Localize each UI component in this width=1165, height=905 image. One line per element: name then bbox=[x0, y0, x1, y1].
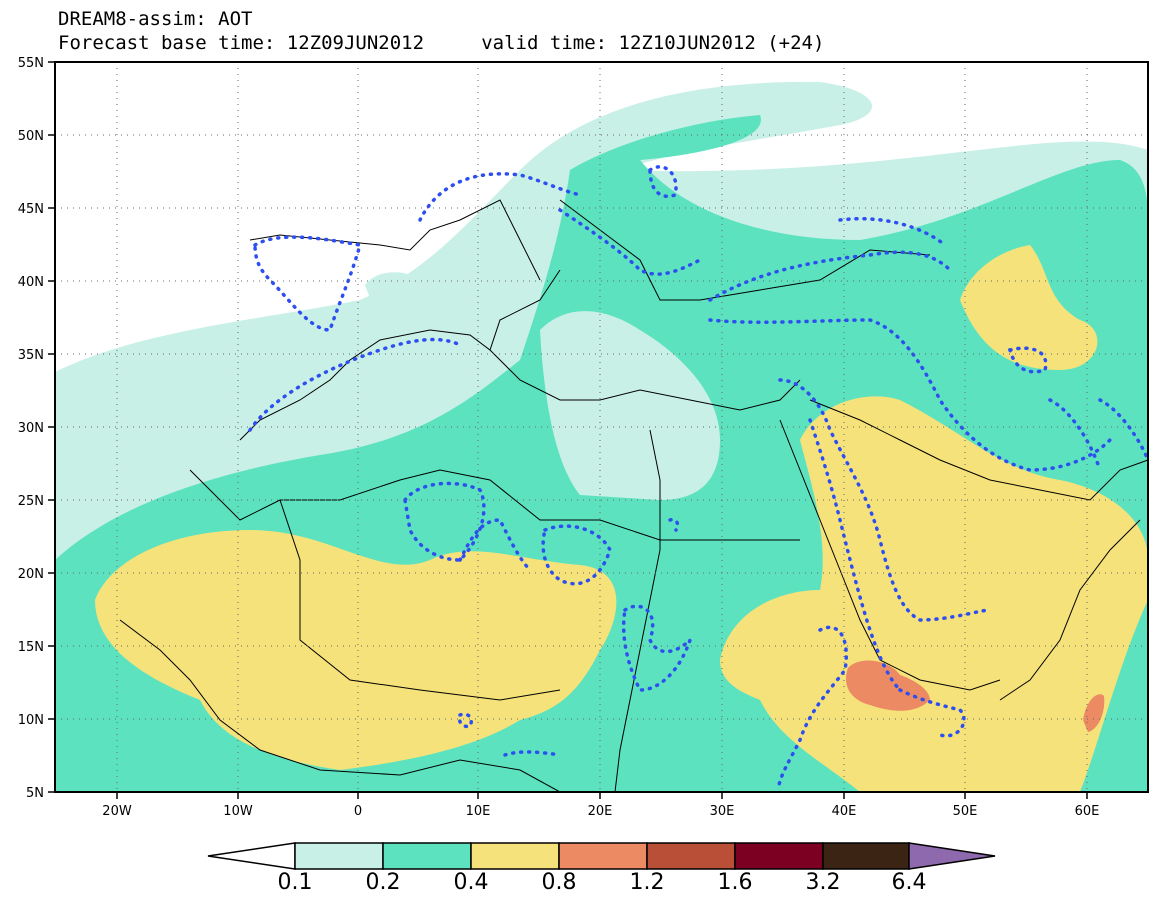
colorbar-label: 3.2 bbox=[805, 870, 841, 895]
aot-field-mid-clear bbox=[540, 311, 720, 500]
lon-label: 50E bbox=[953, 804, 978, 819]
lat-label: 35N bbox=[18, 348, 44, 363]
colorbar-arrow-high bbox=[908, 842, 996, 870]
colorbar-arrow-low bbox=[207, 842, 296, 870]
lat-label: 30N bbox=[18, 421, 44, 436]
lat-label: 40N bbox=[18, 275, 44, 290]
lon-label: 20E bbox=[588, 804, 613, 819]
colorbar-label: 1.6 bbox=[717, 870, 753, 895]
colorbar-segment bbox=[822, 842, 910, 870]
aot-field-peak-ocean bbox=[1083, 694, 1105, 732]
aot-field-high-west bbox=[95, 530, 617, 770]
aot-field-high-northeast bbox=[960, 245, 1098, 370]
colorbar bbox=[207, 842, 996, 870]
lon-label: 60E bbox=[1075, 804, 1100, 819]
lon-label: 30E bbox=[710, 804, 735, 819]
lon-label: 20W bbox=[102, 804, 132, 819]
colorbar-segment bbox=[558, 842, 648, 870]
graticule bbox=[55, 62, 1148, 792]
lat-label: 55N bbox=[18, 56, 44, 71]
lat-label: 10N bbox=[18, 713, 44, 728]
lat-label: 15N bbox=[18, 640, 44, 655]
lat-label: 45N bbox=[18, 202, 44, 217]
aot-field-low-patch bbox=[365, 272, 430, 316]
lon-label: 0 bbox=[354, 804, 362, 819]
lat-label: 25N bbox=[18, 494, 44, 509]
colorbar-segment bbox=[646, 842, 736, 870]
colorbar-label: 0.4 bbox=[453, 870, 489, 895]
colorbar-label: 0.1 bbox=[277, 870, 313, 895]
colorbar-segment bbox=[294, 842, 384, 870]
map-title: DREAM8-assim: AOT bbox=[58, 8, 253, 30]
forecast-time-subtitle: Forecast base time: 12Z09JUN2012 valid t… bbox=[58, 32, 825, 54]
aot-field-peak-afar bbox=[846, 660, 930, 711]
coastlines bbox=[119, 199, 1148, 792]
latitude-labels: 55N 50N 45N 40N 35N 30N 25N 20N 15N 10N … bbox=[18, 56, 44, 801]
lon-label: 40E bbox=[832, 804, 857, 819]
longitude-labels: 20W 10W 0 10E 20E 30E 40E 50E 60E bbox=[102, 804, 1099, 819]
lat-label: 20N bbox=[18, 567, 44, 582]
colorbar-segment bbox=[382, 842, 472, 870]
colorbar-segment bbox=[470, 842, 560, 870]
lon-label: 10E bbox=[466, 804, 491, 819]
colorbar-label: 0.2 bbox=[365, 870, 401, 895]
colorbar-segment bbox=[734, 842, 824, 870]
lon-label: 10W bbox=[223, 804, 253, 819]
dust-load-contours bbox=[248, 165, 1148, 792]
lat-label: 50N bbox=[18, 129, 44, 144]
axis-ticks bbox=[48, 61, 1088, 799]
colorbar-label: 6.4 bbox=[891, 870, 927, 895]
colorbar-label: 1.2 bbox=[629, 870, 665, 895]
colorbar-label: 0.8 bbox=[541, 870, 577, 895]
lat-label: 5N bbox=[26, 786, 44, 801]
